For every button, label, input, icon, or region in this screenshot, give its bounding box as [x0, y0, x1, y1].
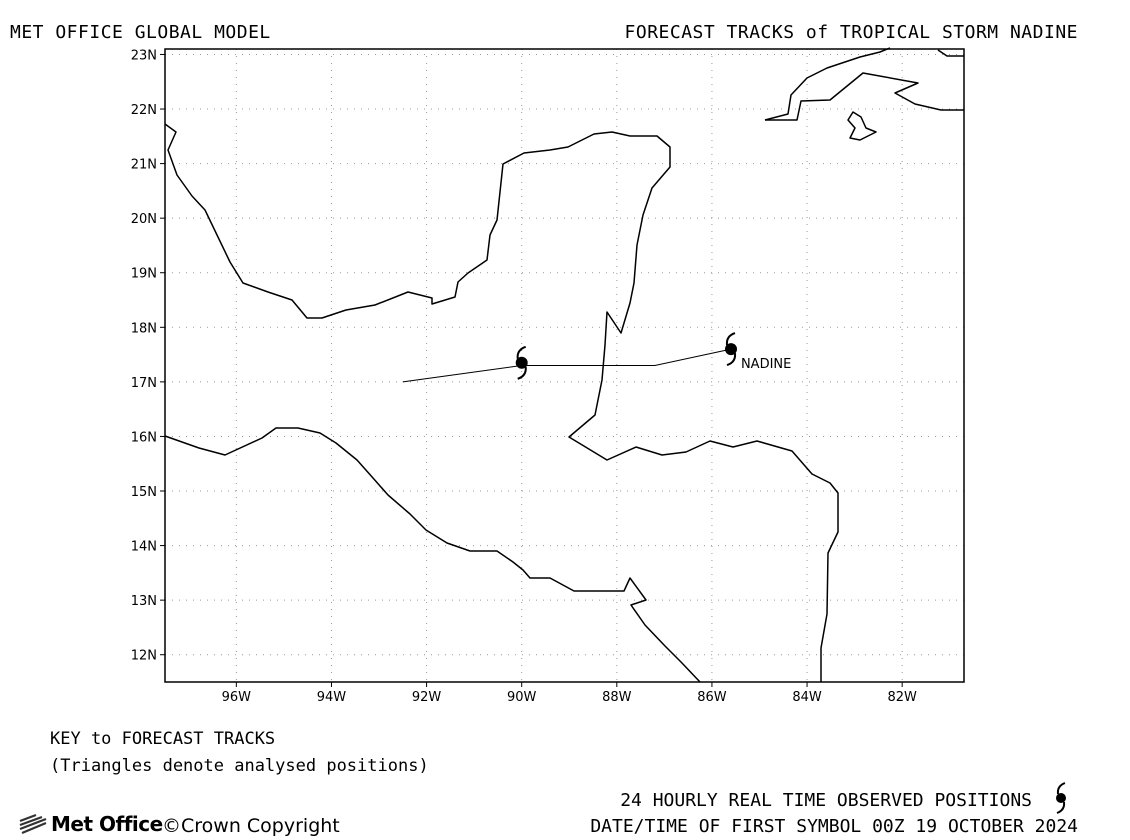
tropical-storm-icon	[1056, 782, 1066, 814]
lat-tick-label: 18N	[131, 321, 157, 336]
lat-tick-label: 21N	[131, 158, 157, 173]
storm-track	[402, 348, 732, 383]
met-office-logo: Met Office	[18, 812, 163, 836]
met-office-wave-icon	[19, 813, 47, 835]
lat-tick-label: 19N	[131, 267, 157, 282]
lon-tick-label: 86W	[697, 690, 727, 705]
lon-tick-label: 88W	[602, 690, 632, 705]
copyright-notice: ©Crown Copyright	[162, 815, 340, 837]
lon-tick-label: 92W	[412, 690, 442, 705]
lat-tick-label: 13N	[131, 594, 157, 609]
coastline-0	[164, 123, 839, 682]
coastline-2	[764, 47, 891, 121]
nadine-track-line	[402, 348, 732, 383]
lon-tick-label: 84W	[792, 690, 822, 705]
lat-tick-label: 12N	[131, 649, 157, 664]
storm-positions	[515, 332, 737, 380]
lat-tick-label: 20N	[131, 212, 157, 227]
header-left-title: MET OFFICE GLOBAL MODEL	[10, 22, 271, 43]
lat-tick-label: 23N	[131, 48, 157, 63]
lat-tick-label: 22N	[131, 103, 157, 118]
coastline-4	[847, 111, 877, 141]
coastline-5	[937, 49, 964, 57]
lon-tick-label: 90W	[507, 690, 537, 705]
lon-tick-label: 82W	[887, 690, 917, 705]
tropical-storm-icon	[515, 345, 528, 380]
lat-tick-label: 16N	[131, 430, 157, 445]
lat-tick-label: 15N	[131, 485, 157, 500]
coastline-1	[164, 427, 701, 683]
observed-positions-label: 24 HOURLY REAL TIME OBSERVED POSITIONS	[620, 790, 1032, 811]
lon-tick-label: 96W	[222, 690, 252, 705]
header-right-title: FORECAST TRACKS of TROPICAL STORM NADINE	[624, 22, 1078, 43]
latitude-labels: 12N 13N 14N 15N 16N 17N 18N 19N 20N 21N 22N 23N	[131, 48, 157, 663]
storm-name-label: NADINE	[741, 357, 791, 372]
coastlines	[164, 47, 964, 683]
longitude-labels: 96W 94W 92W 90W 88W 86W 84W 82W	[222, 690, 917, 705]
key-title: KEY to FORECAST TRACKS	[50, 729, 276, 749]
tropical-storm-icon	[725, 332, 737, 367]
coastline-3	[765, 72, 964, 121]
map-frame	[164, 48, 965, 683]
lat-tick-label: 14N	[131, 540, 157, 555]
logo-text: Met Office	[51, 812, 163, 836]
first-symbol-datetime: DATE/TIME OF FIRST SYMBOL 00Z 19 OCTOBER…	[590, 816, 1078, 837]
lon-tick-label: 94W	[317, 690, 347, 705]
key-note: (Triangles denote analysed positions)	[50, 756, 429, 776]
graticule-grid	[160, 49, 964, 687]
lat-tick-label: 17N	[131, 376, 157, 391]
